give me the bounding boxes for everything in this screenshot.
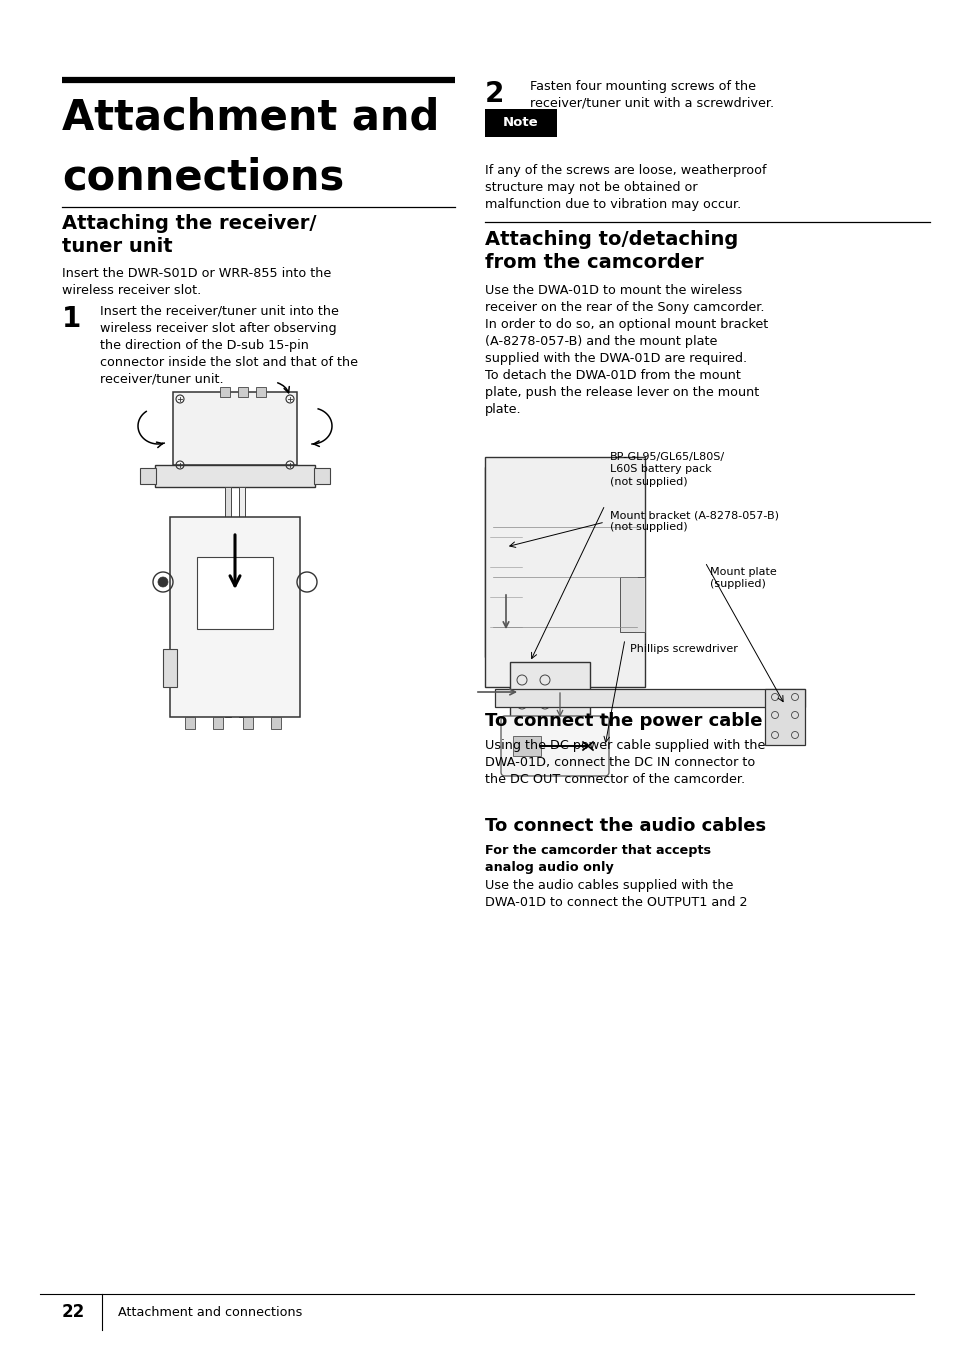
Text: To connect the audio cables: To connect the audio cables — [484, 817, 765, 836]
Bar — [513, 735, 540, 756]
Bar — [495, 690, 804, 707]
Text: Use the audio cables supplied with the
DWA-01D to connect the OUTPUT1 and 2: Use the audio cables supplied with the D… — [484, 879, 747, 909]
Text: Use the DWA-01D to mount the wireless
receiver on the rear of the Sony camcorder: Use the DWA-01D to mount the wireless re… — [484, 284, 767, 416]
Bar — [225, 487, 231, 717]
Bar — [237, 387, 248, 397]
Text: Mount plate
(supplied): Mount plate (supplied) — [709, 566, 776, 589]
Bar — [764, 690, 804, 745]
Text: Insert the receiver/tuner unit into the
wireless receiver slot after observing
t: Insert the receiver/tuner unit into the … — [100, 306, 357, 387]
Bar — [185, 717, 194, 729]
Text: BP-GL95/GL65/L80S/
L60S battery pack
(not supplied): BP-GL95/GL65/L80S/ L60S battery pack (no… — [609, 452, 724, 487]
Bar — [154, 465, 314, 487]
Text: Attachment and connections: Attachment and connections — [118, 1306, 302, 1318]
Bar — [314, 468, 330, 484]
Text: Insert the DWR-S01D or WRR-855 into the
wireless receiver slot.: Insert the DWR-S01D or WRR-855 into the … — [62, 266, 331, 297]
Text: connections: connections — [62, 157, 344, 199]
Bar — [239, 487, 245, 717]
Text: Mount bracket (A-8278-057-B)
(not supplied): Mount bracket (A-8278-057-B) (not suppli… — [609, 510, 779, 533]
Text: 1: 1 — [62, 306, 81, 333]
Bar — [213, 717, 223, 729]
Bar — [484, 466, 526, 657]
Bar — [510, 662, 589, 722]
Bar — [220, 387, 230, 397]
Text: 22: 22 — [62, 1303, 85, 1321]
Text: Attaching the receiver/
tuner unit: Attaching the receiver/ tuner unit — [62, 214, 316, 256]
Text: Phillips screwdriver: Phillips screwdriver — [629, 644, 737, 654]
Bar — [255, 387, 266, 397]
Bar — [619, 577, 644, 631]
Bar — [243, 717, 253, 729]
Text: Note: Note — [502, 116, 538, 130]
Bar — [196, 557, 273, 629]
Text: For the camcorder that accepts
analog audio only: For the camcorder that accepts analog au… — [484, 844, 710, 873]
Bar — [172, 392, 296, 465]
FancyBboxPatch shape — [500, 717, 608, 776]
Circle shape — [158, 577, 168, 587]
Text: 2: 2 — [484, 80, 504, 108]
Text: Using the DC power cable supplied with the
DWA-01D, connect the DC IN connector : Using the DC power cable supplied with t… — [484, 740, 764, 786]
Text: If any of the screws are loose, weatherproof
structure may not be obtained or
ma: If any of the screws are loose, weatherp… — [484, 164, 765, 211]
Bar — [163, 649, 177, 687]
Bar — [491, 466, 520, 479]
Text: Fasten four mounting screws of the
receiver/tuner unit with a screwdriver.: Fasten four mounting screws of the recei… — [530, 80, 773, 110]
Bar — [484, 110, 557, 137]
Bar — [140, 468, 156, 484]
Text: To connect the power cable: To connect the power cable — [484, 713, 761, 730]
Text: Attachment and: Attachment and — [62, 97, 439, 139]
Bar — [170, 516, 299, 717]
Text: Attaching to/detaching
from the camcorder: Attaching to/detaching from the camcorde… — [484, 230, 738, 272]
Bar — [271, 717, 281, 729]
Bar — [484, 457, 644, 687]
